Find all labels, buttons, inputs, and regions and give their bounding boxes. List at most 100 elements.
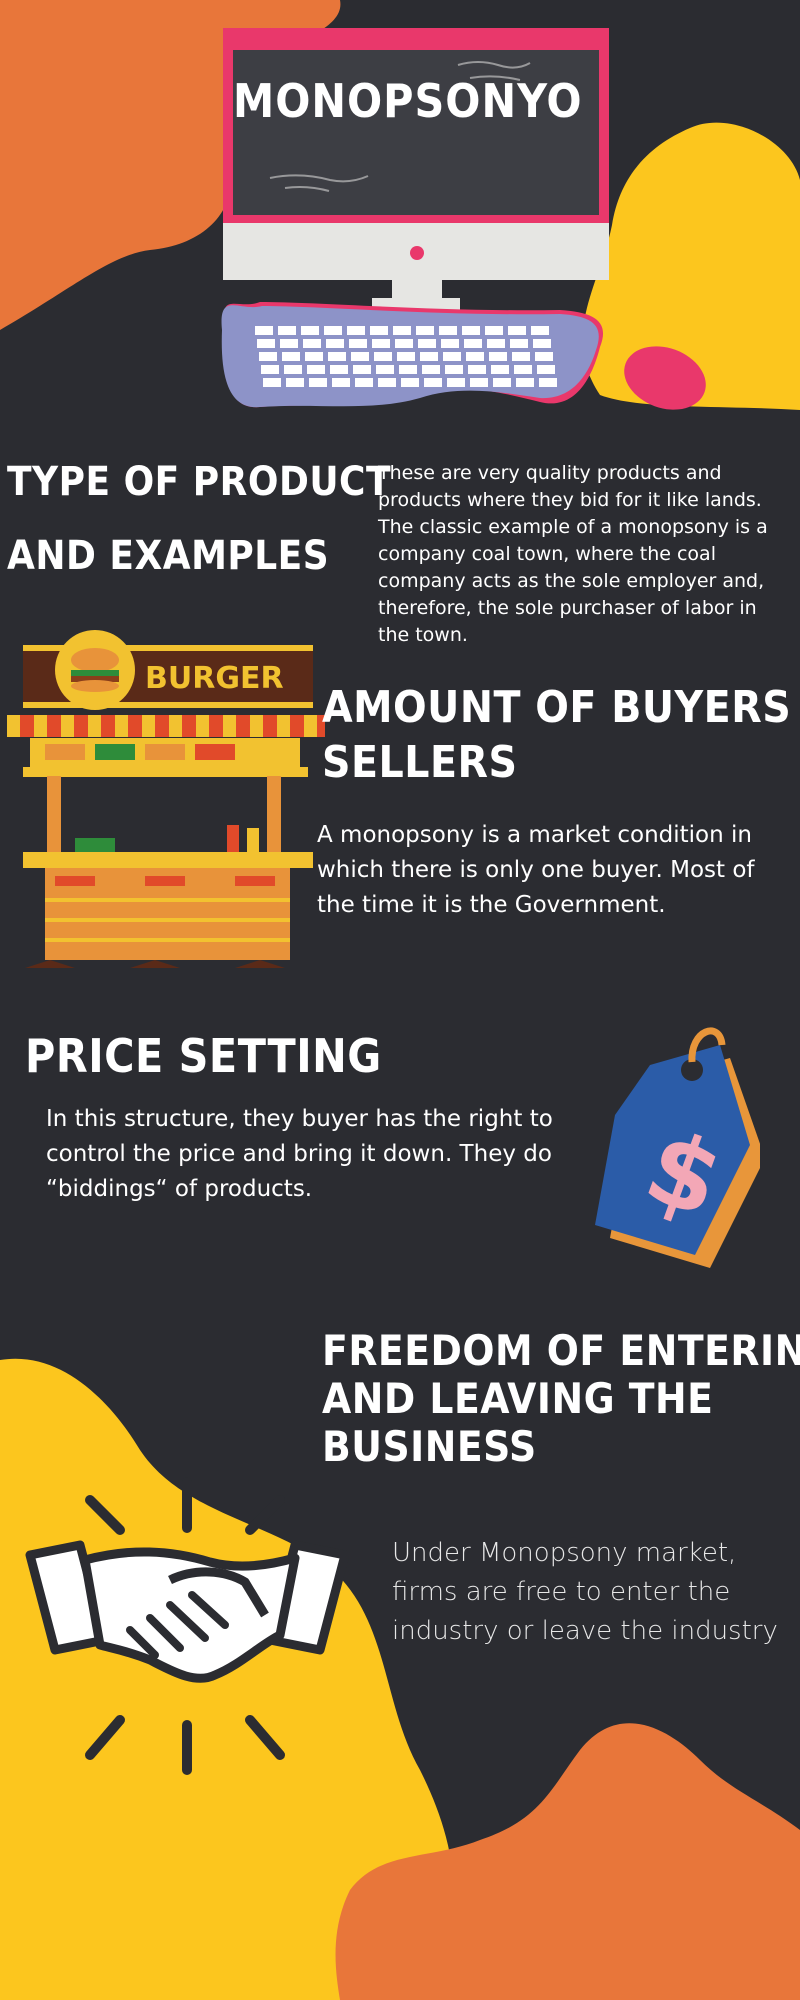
orange-blob-top-left — [0, 0, 341, 330]
yellow-blob-top-right — [582, 122, 800, 410]
awning-stripe — [115, 715, 128, 737]
keyboard-key — [485, 326, 503, 335]
keyboard-key — [424, 378, 442, 387]
keyboard-key — [468, 365, 486, 374]
computer-illustration — [221, 28, 706, 410]
keyboard-key — [535, 352, 553, 361]
keyboard-key — [309, 378, 327, 387]
chalk-scribbles — [269, 61, 531, 192]
keyboard-keys — [255, 326, 557, 387]
keyboard-key — [372, 339, 390, 348]
product-heading-line1: TYPE OF PRODUCT — [7, 459, 392, 505]
freedom-heading-line1: FREEDOM OF ENTERING — [322, 1326, 800, 1375]
price-tag-body — [595, 1045, 750, 1255]
keyboard-key — [422, 365, 440, 374]
awning-stripe — [304, 715, 317, 737]
keyboard-key — [355, 378, 373, 387]
freedom-heading-line2: AND LEAVING THE — [322, 1374, 714, 1423]
freedom-description: Under Monopsony market, firms are free t… — [392, 1538, 778, 1646]
keyboard-key — [353, 365, 371, 374]
keyboard-key — [401, 378, 419, 387]
keyboard-key — [280, 339, 298, 348]
awning-stripe — [277, 715, 290, 737]
keyboard-key — [328, 352, 346, 361]
keyboard-key — [470, 378, 488, 387]
section-product: TYPE OF PRODUCT AND EXAMPLES These are v… — [0, 455, 800, 646]
awning-stripe — [169, 715, 182, 737]
section-freedom: FREEDOM OF ENTERING AND LEAVING THE BUSI… — [0, 1320, 800, 1680]
keyboard-key — [464, 339, 482, 348]
keyboard-key — [376, 365, 394, 374]
awning-stripe — [142, 715, 155, 737]
awning-stripe — [223, 715, 236, 737]
section-buyers: AMOUNT OF BUYERS AN SELLERS A monopsony … — [0, 675, 800, 935]
buyers-description: A monopsony is a market condition in whi… — [317, 822, 755, 918]
product-description: These are very quality products and prod… — [378, 462, 768, 646]
keyboard-key — [349, 339, 367, 348]
keyboard-key — [443, 352, 461, 361]
product-heading-line2: AND EXAMPLES — [7, 533, 330, 579]
keyboard-key — [508, 326, 526, 335]
keyboard-key — [255, 326, 273, 335]
keyboard-key — [539, 378, 557, 387]
buyers-heading-line2: SELLERS — [322, 737, 518, 788]
keyboard-key — [284, 365, 302, 374]
awning-stripe — [196, 715, 209, 737]
price-heading: PRICE SETTING — [25, 1029, 382, 1083]
orange-blob-bottom-right — [335, 1723, 800, 2000]
keyboard-key — [263, 378, 281, 387]
keyboard-key — [514, 365, 532, 374]
keyboard-key — [399, 365, 417, 374]
keyboard-key — [305, 352, 323, 361]
keyboard-key — [259, 352, 277, 361]
keyboard-key — [324, 326, 342, 335]
keyboard-key — [397, 352, 415, 361]
keyboard-key — [445, 365, 463, 374]
burger-stand-illustration: BURGER — [7, 630, 325, 968]
keyboard-key — [420, 352, 438, 361]
section-price: PRICE SETTING In this structure, they bu… — [0, 1020, 800, 1220]
awning-stripe — [88, 715, 101, 737]
keyboard-key — [257, 339, 275, 348]
keyboard-key — [282, 352, 300, 361]
keyboard-key — [301, 326, 319, 335]
keyboard-key — [510, 339, 528, 348]
price-description: In this structure, they buyer has the ri… — [46, 1106, 553, 1202]
keyboard-key — [347, 326, 365, 335]
keyboard-key — [493, 378, 511, 387]
keyboard-key — [286, 378, 304, 387]
keyboard-key — [439, 326, 457, 335]
keyboard-key — [393, 326, 411, 335]
freedom-heading-line3: BUSINESS — [322, 1422, 537, 1471]
keyboard-key — [303, 339, 321, 348]
keyboard-key — [395, 339, 413, 348]
keyboard-key — [261, 365, 279, 374]
keyboard-key — [491, 365, 509, 374]
keyboard-key — [533, 339, 551, 348]
keyboard-key — [418, 339, 436, 348]
buyers-heading-line1: AMOUNT OF BUYERS AN — [322, 682, 800, 733]
keyboard-key — [326, 339, 344, 348]
keyboard-key — [512, 352, 530, 361]
keyboard-key — [330, 365, 348, 374]
keyboard-key — [416, 326, 434, 335]
sign-label: BURGER — [145, 661, 284, 696]
handshake-icon — [25, 1477, 350, 1775]
keyboard-key — [370, 326, 388, 335]
keyboard-key — [516, 378, 534, 387]
keyboard-key — [278, 326, 296, 335]
awning-stripe — [61, 715, 74, 737]
keyboard-key — [332, 378, 350, 387]
awning-stripe — [34, 715, 47, 737]
keyboard-key — [441, 339, 459, 348]
keyboard-key — [378, 378, 396, 387]
awning — [7, 715, 325, 737]
keyboard-key — [489, 352, 507, 361]
keyboard-key — [531, 326, 549, 335]
counter-top — [23, 852, 313, 868]
page-title: MONOPSONYO — [233, 74, 583, 128]
keyboard-key — [351, 352, 369, 361]
price-tag-icon: $ — [595, 1027, 760, 1268]
mouse — [624, 346, 706, 410]
power-button-icon — [410, 246, 424, 260]
